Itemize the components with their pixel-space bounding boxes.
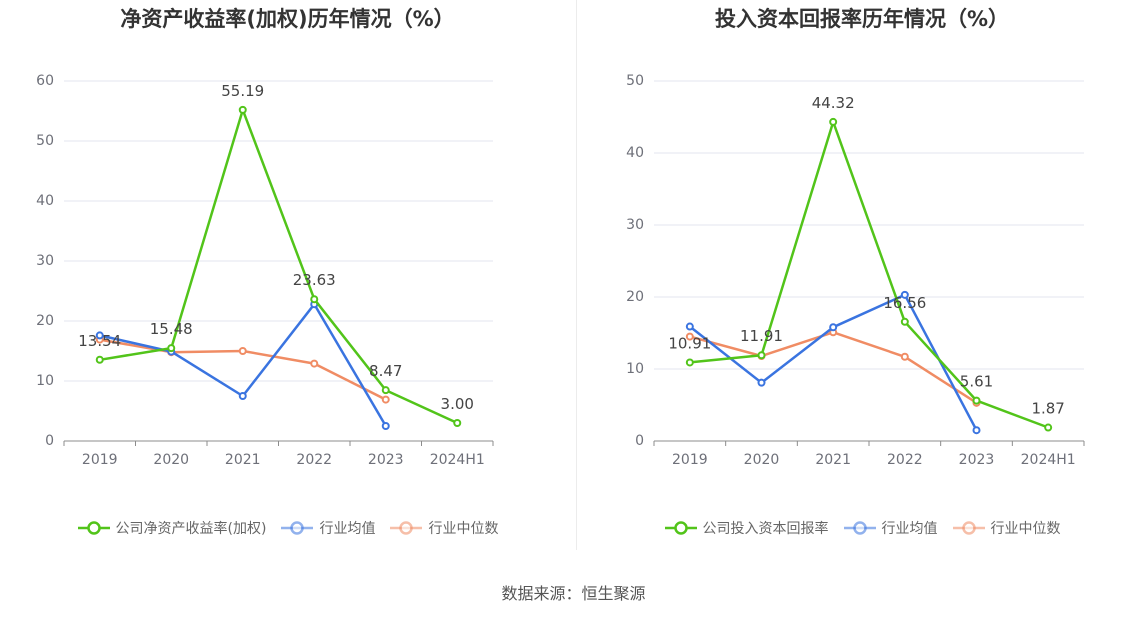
roe-data-label: 13.54 [78, 332, 121, 350]
roic-data-point[interactable] [972, 396, 981, 405]
roic-chart-panel: 投入资本回报率历年情况（%） 0 10 20 30 40 50 2019 2020 2021 20… [577, 0, 1147, 560]
roe-x-tick-label: 2024H1 [430, 452, 485, 468]
roe-chart-title: 净资产收益率(加权)历年情况（%） [120, 7, 455, 31]
roic-legend-label: 公司投入资本回报率 [702, 521, 829, 537]
roe-data-label: 55.19 [221, 82, 264, 100]
roic-data-label: 5.61 [960, 373, 993, 391]
roic-data-point[interactable] [900, 290, 909, 299]
roe-legend-label: 行业均值 [319, 521, 376, 537]
roic-series-line-0 [689, 120, 1049, 429]
roic-data-point[interactable] [685, 332, 694, 341]
roic-line-chart: 0 10 20 30 40 50 2019 2020 2021 2022 2023 2024H1 10.… [626, 73, 1085, 468]
roic-data-label: 1.87 [1031, 400, 1064, 418]
roe-data-label: 15.48 [150, 320, 193, 338]
roe-y-tick-label: 30 [36, 253, 54, 269]
roe-data-point[interactable] [381, 386, 390, 395]
roe-y-tick-label: 60 [36, 73, 54, 89]
roic-y-tick-label: 20 [626, 289, 644, 305]
roic-x-tick-label: 2019 [672, 452, 708, 468]
roe-data-point[interactable] [238, 105, 247, 114]
roic-data-point[interactable] [829, 117, 838, 126]
roe-legend-item-2[interactable]: 行业中位数 [389, 518, 498, 538]
roic-legend-item-0[interactable]: 公司投入资本回报率 [664, 518, 829, 538]
roic-data-point[interactable] [757, 351, 766, 360]
roic-data-point[interactable] [900, 352, 909, 361]
roe-data-point[interactable] [310, 295, 319, 304]
roe-data-label: 8.47 [369, 362, 402, 380]
roic-y-tick-label: 30 [626, 217, 644, 233]
roe-data-point[interactable] [95, 331, 104, 340]
roic-data-point[interactable] [972, 426, 981, 435]
roe-x-tick-label: 2019 [82, 452, 118, 468]
roic-data-point[interactable] [757, 378, 766, 387]
roe-chart-panel: 净资产收益率(加权)历年情况（%） 0 10 20 30 40 50 60 2019 2020 2… [0, 0, 575, 560]
roe-chart-legend: 公司净资产收益率(加权) 行业均值 行业中位数 [0, 518, 575, 538]
roic-x-tick-label: 2023 [959, 452, 995, 468]
roe-data-point[interactable] [310, 359, 319, 368]
roe-y-tick-label: 40 [36, 193, 54, 209]
roe-line-chart: 0 10 20 30 40 50 60 2019 2020 2021 2022 2023 2024H1 1… [36, 73, 494, 468]
roic-legend-label: 行业均值 [881, 521, 938, 537]
legend-line-circle-icon [664, 521, 697, 535]
roic-y-tick-label: 50 [626, 73, 644, 89]
roe-legend-label: 公司净资产收益率(加权) [115, 521, 267, 537]
legend-line-circle-icon [281, 521, 314, 535]
roe-x-tick-label: 2021 [225, 452, 261, 468]
roe-series-line-1 [99, 302, 387, 427]
legend-line-circle-icon [952, 521, 985, 535]
roic-series-line-2 [689, 331, 978, 404]
roic-data-point[interactable] [1044, 423, 1053, 432]
roic-data-point[interactable] [685, 322, 694, 331]
roe-y-tick-label: 20 [36, 313, 54, 329]
roic-data-label: 44.32 [812, 94, 855, 112]
roic-x-tick-label: 2021 [815, 452, 851, 468]
roe-y-tick-label: 50 [36, 133, 54, 149]
roe-data-point[interactable] [167, 344, 176, 353]
roe-data-point[interactable] [95, 355, 104, 364]
roic-data-label: 10.91 [668, 334, 711, 352]
roic-x-tick-label: 2020 [744, 452, 780, 468]
legend-line-circle-icon [390, 521, 423, 535]
roe-y-tick-label: 0 [45, 433, 54, 449]
data-source-note: 数据来源：恒生聚源 [501, 584, 646, 603]
roe-data-label: 3.00 [441, 395, 474, 413]
roe-data-point[interactable] [381, 422, 390, 430]
roic-y-tick-label: 0 [635, 433, 644, 449]
roic-chart-title: 投入资本回报率历年情况（%） [714, 7, 1010, 31]
roe-legend-item-1[interactable]: 行业均值 [280, 518, 375, 538]
roic-data-point[interactable] [900, 317, 909, 326]
roic-chart-legend: 公司投入资本回报率 行业均值 行业中位数 [577, 518, 1147, 538]
roic-y-tick-label: 40 [626, 145, 644, 161]
roe-y-tick-label: 10 [36, 373, 54, 389]
roic-x-tick-label: 2024H1 [1021, 452, 1076, 468]
panel-divider [576, 0, 577, 550]
roic-x-tick-label: 2022 [887, 452, 923, 468]
roe-x-tick-label: 2023 [368, 452, 404, 468]
roe-data-label: 23.63 [293, 271, 336, 289]
roic-data-point[interactable] [685, 358, 694, 367]
roic-y-tick-label: 10 [626, 361, 644, 377]
roe-data-point[interactable] [238, 347, 247, 355]
roic-data-label: 11.91 [740, 327, 783, 345]
roic-data-label: 16.56 [883, 294, 926, 312]
roic-legend-item-2[interactable]: 行业中位数 [952, 518, 1061, 538]
roe-legend-item-0[interactable]: 公司净资产收益率(加权) [77, 518, 267, 538]
roe-x-tick-label: 2022 [296, 452, 332, 468]
roe-data-point[interactable] [453, 419, 462, 427]
legend-line-circle-icon [77, 521, 110, 535]
roic-data-point[interactable] [829, 323, 838, 332]
roic-legend-label: 行业中位数 [990, 521, 1061, 537]
roe-legend-label: 行业中位数 [428, 521, 499, 537]
roe-data-point[interactable] [381, 395, 390, 404]
roic-series-line-1 [689, 293, 978, 431]
roe-data-point[interactable] [238, 392, 247, 400]
legend-line-circle-icon [843, 521, 876, 535]
roic-legend-item-1[interactable]: 行业均值 [843, 518, 938, 538]
roe-x-tick-label: 2020 [153, 452, 189, 468]
roe-series-line-0 [99, 108, 458, 425]
